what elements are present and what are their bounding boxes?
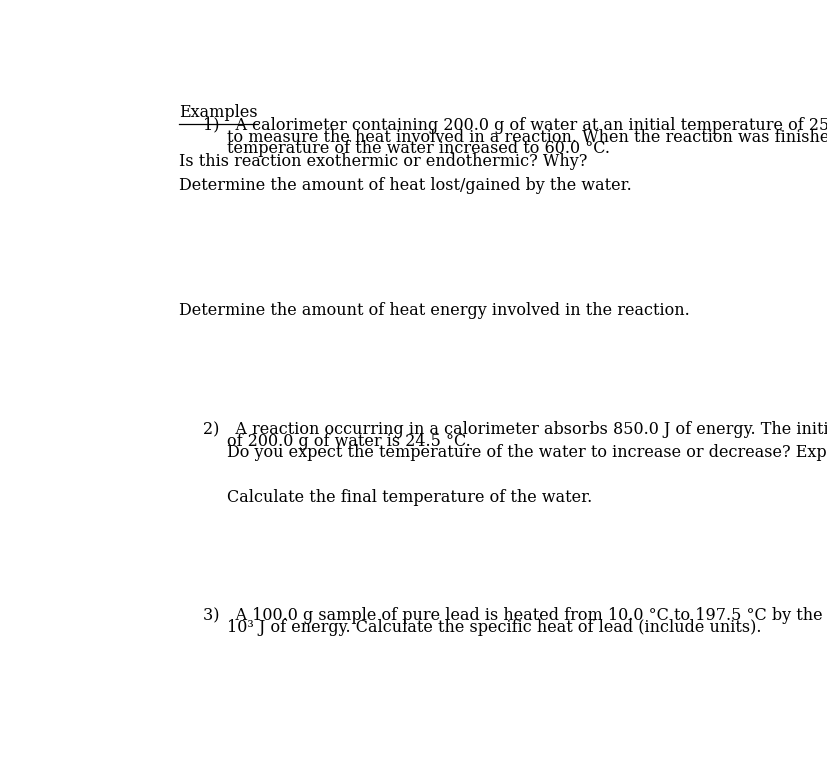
Text: temperature of the water increased to 60.0 °C.: temperature of the water increased to 60… xyxy=(227,141,609,157)
Text: Do you expect the temperature of the water to increase or decrease? Explain?: Do you expect the temperature of the wat… xyxy=(227,445,827,462)
Text: 10³ J of energy. Calculate the specific heat of lead (include units).: 10³ J of energy. Calculate the specific … xyxy=(227,619,761,636)
Text: Calculate the final temperature of the water.: Calculate the final temperature of the w… xyxy=(227,488,592,506)
Text: of 200.0 g of water is 24.5 °C.: of 200.0 g of water is 24.5 °C. xyxy=(227,432,471,449)
Text: Is this reaction exothermic or endothermic? Why?: Is this reaction exothermic or endotherm… xyxy=(179,154,587,170)
Text: Examples: Examples xyxy=(179,104,257,121)
Text: to measure the heat involved in a reaction. When the reaction was finished, the: to measure the heat involved in a reacti… xyxy=(227,128,827,146)
Text: Determine the amount of heat energy involved in the reaction.: Determine the amount of heat energy invo… xyxy=(179,303,689,319)
Text: Determine the amount of heat lost/gained by the water.: Determine the amount of heat lost/gained… xyxy=(179,177,631,194)
Text: 2) A reaction occurring in a calorimeter absorbs 850.0 J of energy. The initial : 2) A reaction occurring in a calorimeter… xyxy=(203,421,827,438)
Text: 1) A calorimeter containing 200.0 g of water at an initial temperature of 25.0 °: 1) A calorimeter containing 200.0 g of w… xyxy=(203,117,827,134)
Text: 3) A 100.0 g sample of pure lead is heated from 10.0 °C to 197.5 °C by the addit: 3) A 100.0 g sample of pure lead is heat… xyxy=(203,607,827,624)
